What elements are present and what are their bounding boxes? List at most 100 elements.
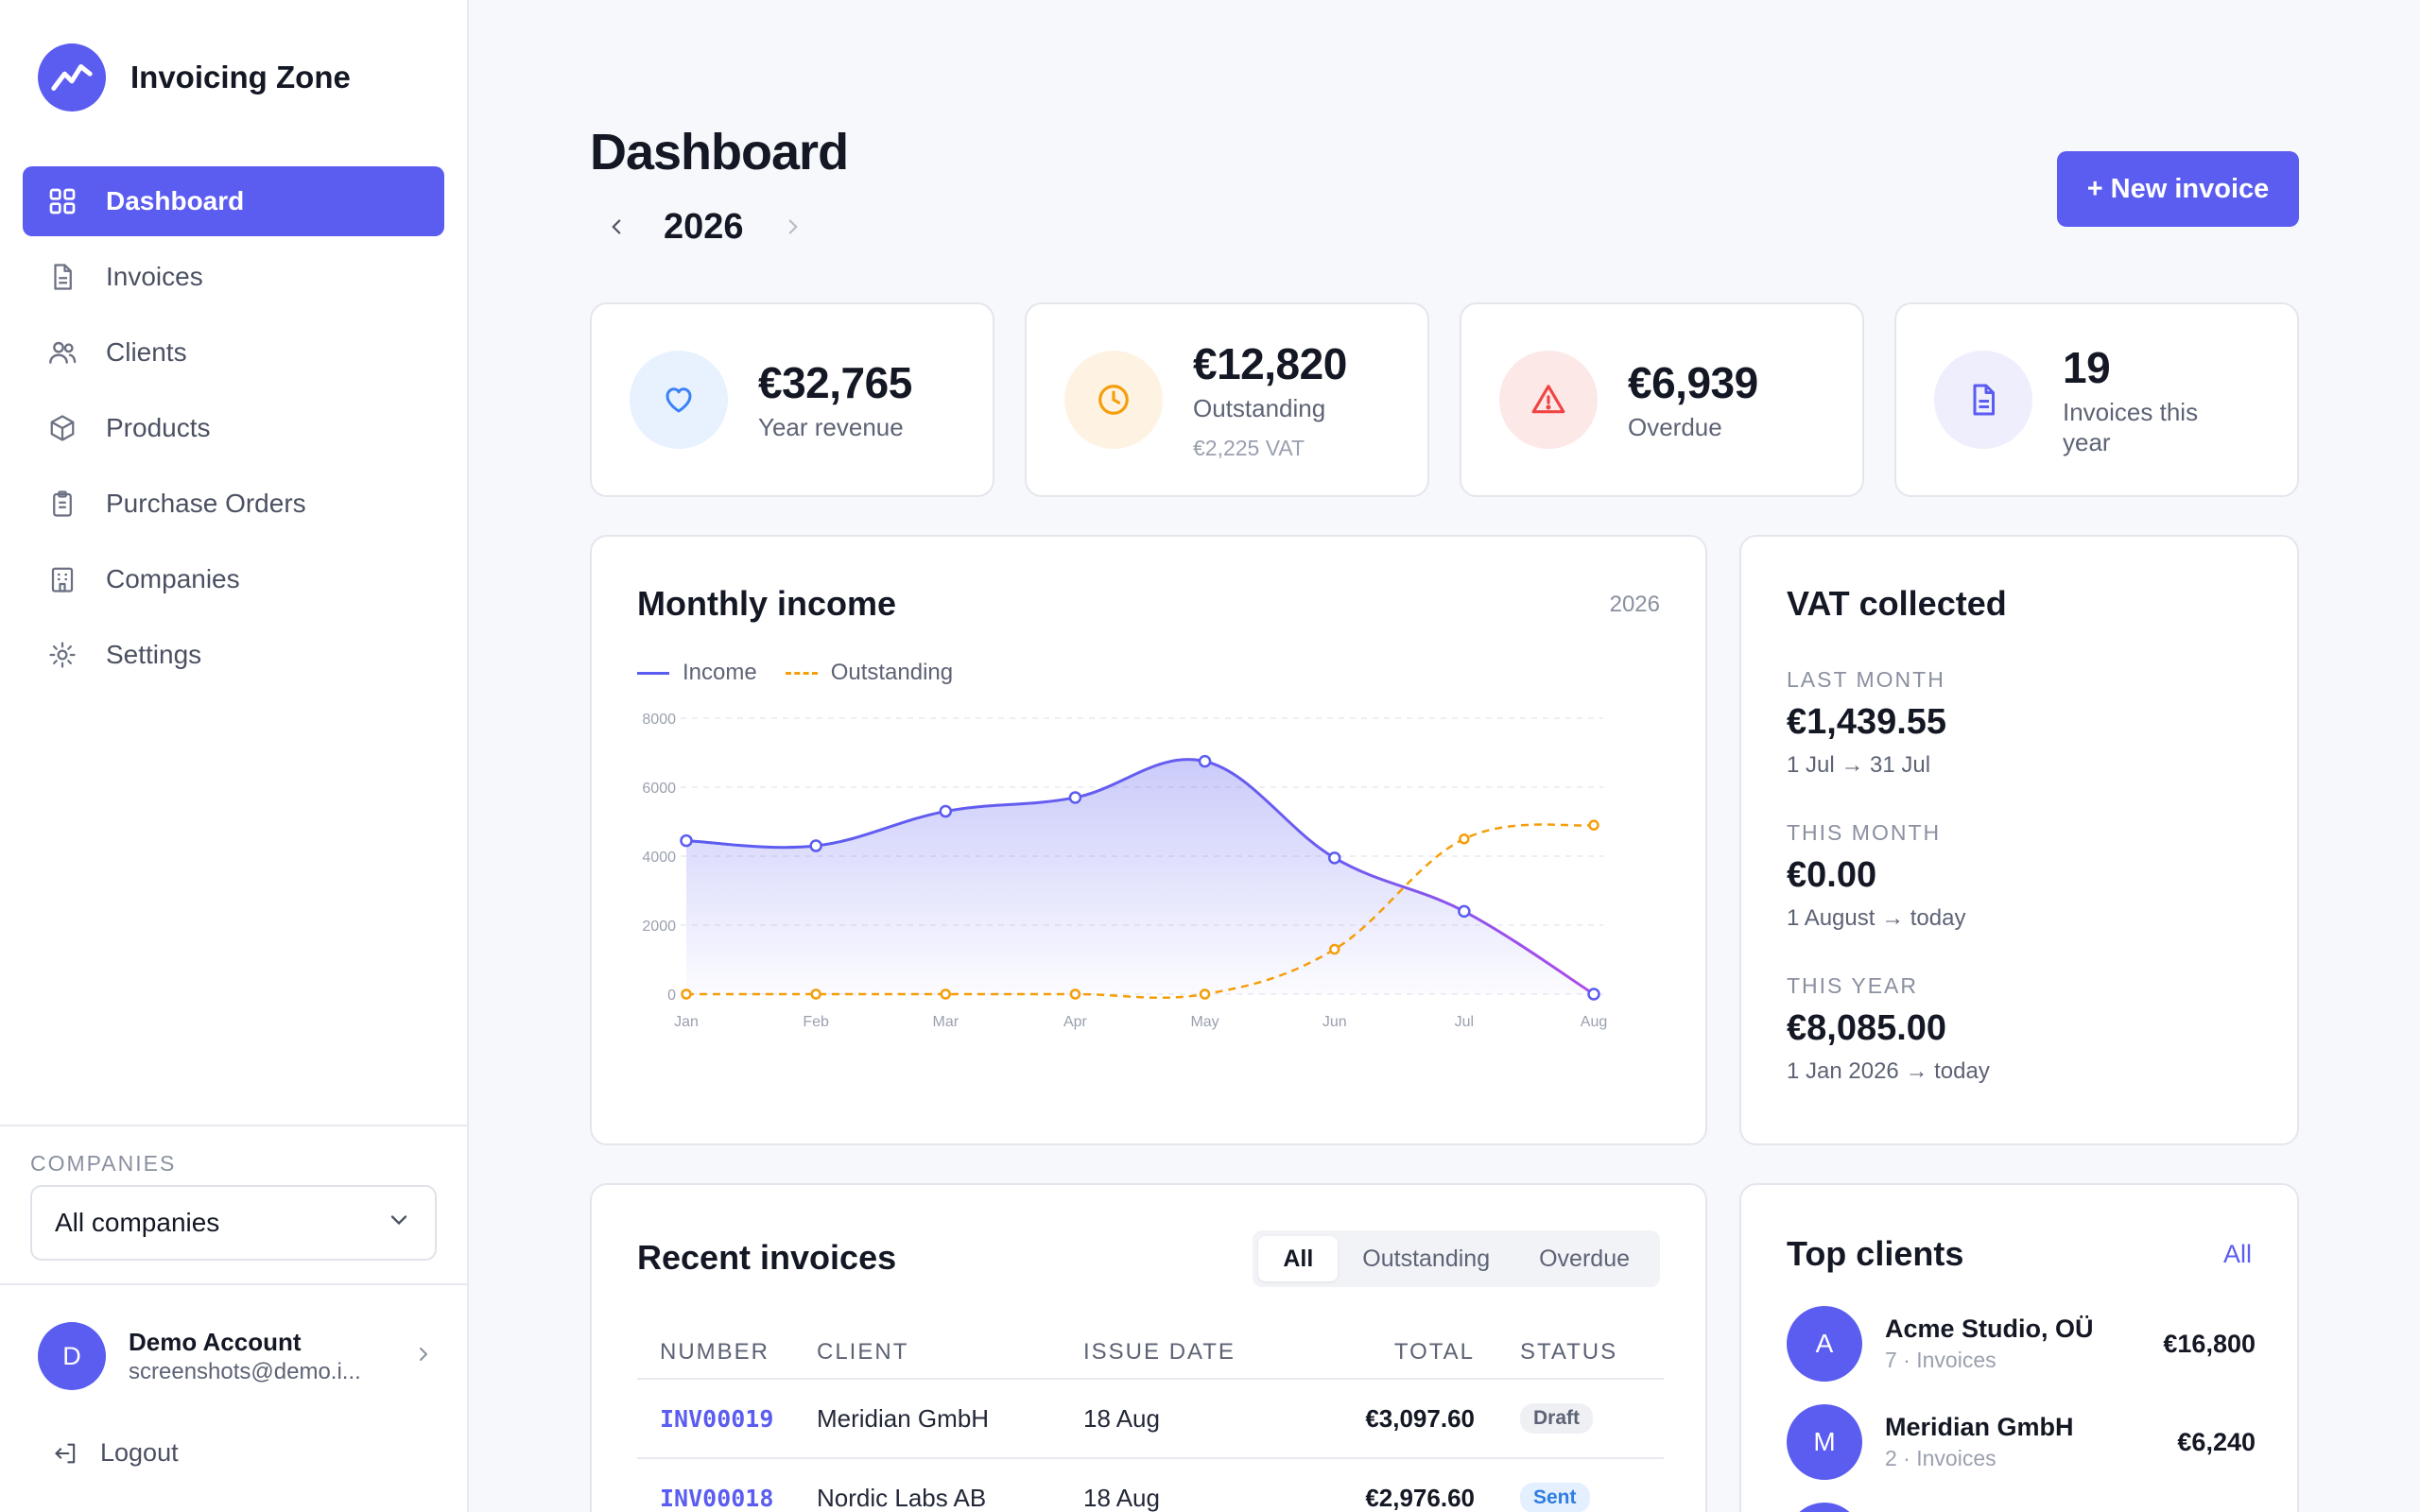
- invoice-date: 18 Aug: [1083, 1403, 1160, 1433]
- x-tick-label: Aug: [1581, 1014, 1607, 1030]
- companies-select[interactable]: All companies: [30, 1185, 437, 1261]
- invoices-table: NUMBER CLIENT ISSUE DATE TOTAL STATUS IN…: [637, 1327, 1664, 1512]
- sidebar-item-label: Products: [106, 413, 211, 442]
- legend-item-outstanding[interactable]: Outstanding: [785, 660, 954, 686]
- filter-overdue[interactable]: Overdue: [1539, 1245, 1630, 1272]
- x-tick-label: Jul: [1455, 1014, 1474, 1030]
- column-header-issue-date[interactable]: ISSUE DATE: [1083, 1339, 1236, 1365]
- x-tick-label: May: [1190, 1014, 1219, 1030]
- y-tick-label: 4000: [642, 850, 676, 866]
- column-header-status[interactable]: STATUS: [1520, 1339, 1618, 1365]
- invoice-total: €2,976.60: [1365, 1483, 1475, 1512]
- x-tick-label: Apr: [1063, 1014, 1088, 1030]
- outstanding-line: [685, 823, 1595, 1000]
- chevron-down-icon: [386, 1207, 412, 1240]
- list-item: [1787, 1503, 2256, 1512]
- list-item[interactable]: M Meridian GmbH 2 · Invoices €6,240: [1787, 1404, 2256, 1480]
- x-tick-label: Jan: [674, 1014, 699, 1030]
- sidebar-item-dashboard[interactable]: Dashboard: [23, 166, 444, 236]
- stat-card-year-revenue[interactable]: €32,765 Year revenue: [590, 302, 994, 497]
- recent-invoices-title: Recent invoices: [637, 1238, 897, 1277]
- stat-card-outstanding[interactable]: €12,820 Outstanding €2,225 VAT: [1025, 302, 1429, 497]
- previous-year-button[interactable]: [590, 200, 643, 253]
- invoice-total: €3,097.60: [1365, 1403, 1475, 1433]
- sidebar-item-purchase-orders[interactable]: Purchase Orders: [23, 469, 444, 539]
- brand[interactable]: Invoicing Zone: [38, 43, 351, 112]
- column-header-total[interactable]: TOTAL: [1393, 1339, 1475, 1365]
- income-point: [680, 833, 693, 848]
- vat-period-label: LAST MONTH: [1787, 667, 1945, 692]
- account-email: screenshots@demo.i...: [129, 1358, 361, 1384]
- client-avatar: A: [1787, 1306, 1862, 1382]
- filter-all[interactable]: All: [1258, 1236, 1339, 1281]
- income-area: [686, 759, 1594, 994]
- sidebar-item-label: Clients: [106, 337, 187, 367]
- table-row[interactable]: INV00018 Nordic Labs AB 18 Aug €2,976.60…: [637, 1459, 1664, 1512]
- new-invoice-button[interactable]: + New invoice: [2057, 151, 2299, 227]
- client-invoice-count: 7 · Invoices: [1885, 1348, 1996, 1372]
- client-name: Acme Studio, OÜ: [1885, 1314, 2094, 1343]
- sidebar-item-settings[interactable]: Settings: [23, 620, 444, 690]
- stat-value: €32,765: [758, 357, 912, 407]
- column-header-number[interactable]: NUMBER: [660, 1339, 770, 1365]
- outstanding-point: [810, 988, 821, 1000]
- invoice-number-link[interactable]: INV00019: [660, 1404, 774, 1433]
- invoice-date: 18 Aug: [1083, 1483, 1160, 1512]
- vat-date-range: 1 August → today: [1787, 905, 1966, 931]
- logout-button[interactable]: Logout: [53, 1438, 179, 1468]
- box-icon: [45, 411, 79, 445]
- warning-icon: [1499, 351, 1598, 449]
- vat-amount: €8,085.00: [1787, 1008, 1947, 1048]
- top-clients-title: Top clients: [1787, 1234, 1964, 1273]
- legend-item-income[interactable]: Income: [637, 660, 757, 686]
- column-header-client[interactable]: CLIENT: [817, 1339, 909, 1365]
- client-total: €16,800: [2163, 1329, 2256, 1358]
- client-name: Meridian GmbH: [1885, 1413, 2074, 1441]
- outstanding-point: [1199, 988, 1211, 1000]
- table-row[interactable]: INV00019 Meridian GmbH 18 Aug €3,097.60 …: [637, 1380, 1664, 1459]
- current-year: 2026: [664, 206, 744, 247]
- account-menu[interactable]: D Demo Account screenshots@demo.i...: [38, 1321, 435, 1391]
- sidebar-item-label: Dashboard: [106, 186, 245, 215]
- stat-card-invoices-this-year[interactable]: 19 Invoices this year: [1894, 302, 2299, 497]
- filter-outstanding[interactable]: Outstanding: [1362, 1245, 1491, 1272]
- stat-card-overdue[interactable]: €6,939 Overdue: [1460, 302, 1864, 497]
- table-header: NUMBER CLIENT ISSUE DATE TOTAL STATUS: [637, 1327, 1664, 1380]
- sidebar-item-companies[interactable]: Companies: [23, 544, 444, 614]
- y-tick-label: 8000: [642, 712, 676, 728]
- invoice-client: Nordic Labs AB: [817, 1483, 987, 1512]
- monthly-income-title: Monthly income: [637, 584, 897, 623]
- x-tick-label: Feb: [803, 1014, 829, 1030]
- outstanding-point: [1328, 943, 1340, 955]
- top-clients-all-link[interactable]: All: [2222, 1240, 2252, 1268]
- vat-amount: €0.00: [1787, 855, 1877, 895]
- list-item[interactable]: A Acme Studio, OÜ 7 · Invoices €16,800: [1787, 1306, 2256, 1382]
- sidebar-item-products[interactable]: Products: [23, 393, 444, 463]
- vat-collected-card: VAT collected LAST MONTH €1,439.55 1 Jul…: [1739, 535, 2299, 1145]
- legend-label: Outstanding: [830, 660, 954, 685]
- gear-icon: [45, 638, 79, 672]
- monthly-income-year: 2026: [1609, 592, 1660, 617]
- year-selector: 2026: [590, 200, 820, 253]
- income-line: [685, 758, 1595, 996]
- stat-label: Invoices this year: [2063, 397, 2199, 457]
- stat-value: €6,939: [1628, 357, 1758, 407]
- account-name: Demo Account: [129, 1327, 302, 1356]
- vat-date-range: 1 Jan 2026 → today: [1787, 1058, 1990, 1084]
- vat-period-label: THIS YEAR: [1787, 973, 1918, 998]
- sidebar-item-clients[interactable]: Clients: [23, 318, 444, 387]
- clock-icon: [1064, 351, 1163, 449]
- sidebar-item-label: Companies: [106, 564, 240, 593]
- outstanding-point: [1069, 988, 1081, 1000]
- x-tick-label: Mar: [933, 1014, 959, 1030]
- sidebar-item-invoices[interactable]: Invoices: [23, 242, 444, 312]
- grid-icon: [45, 184, 79, 218]
- sidebar-item-label: Purchase Orders: [106, 489, 306, 518]
- status-badge: Sent: [1520, 1483, 1590, 1512]
- sidebar-divider: [0, 1125, 467, 1126]
- chart-legend: Income Outstanding: [637, 660, 981, 686]
- invoice-number-link[interactable]: INV00018: [660, 1484, 774, 1512]
- heart-icon: [630, 351, 728, 449]
- next-year-button[interactable]: [767, 200, 820, 253]
- y-tick-label: 0: [667, 988, 676, 1004]
